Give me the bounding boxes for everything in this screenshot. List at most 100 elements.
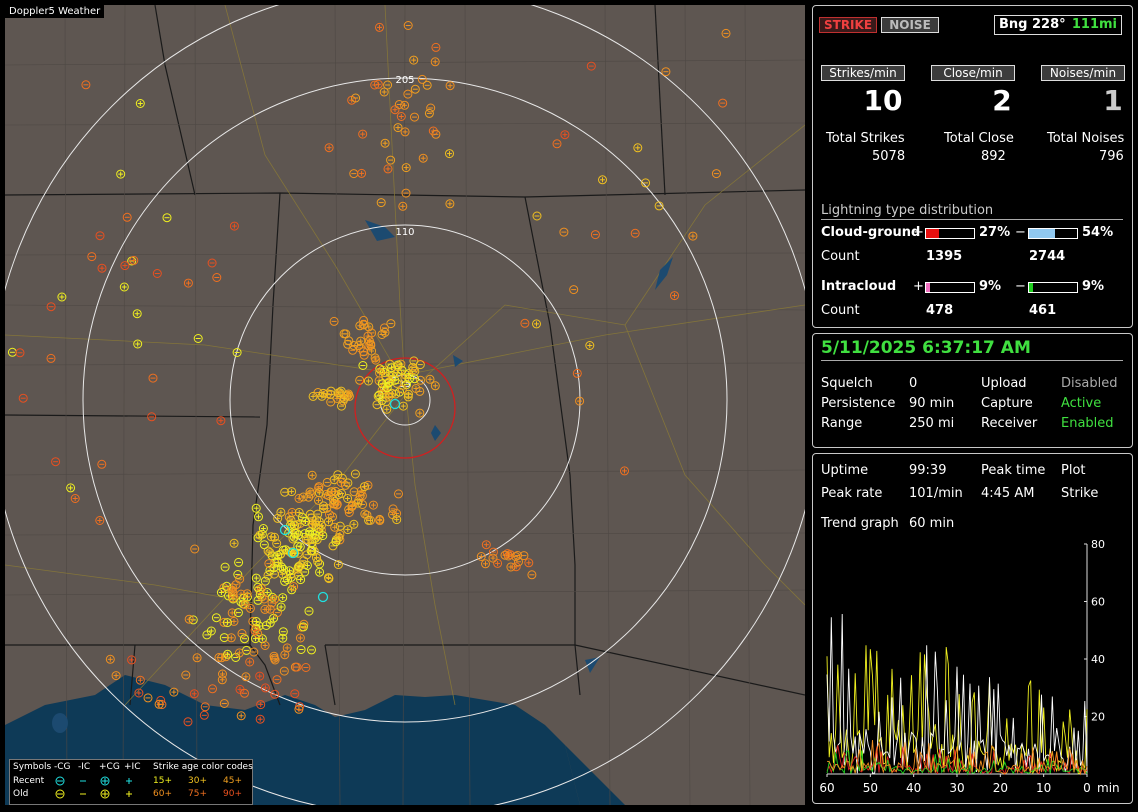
strike-marker [560,130,570,140]
strike-marker [218,669,227,679]
strike-marker [253,595,263,605]
strike-marker [397,384,407,394]
strike-marker [265,548,275,558]
strike-marker [294,561,304,571]
strike-marker [356,336,366,346]
strike-marker [119,282,129,292]
strike-marker [532,319,541,329]
receiver-label: Receiver [981,416,1038,431]
strike-marker [488,553,498,563]
strike-marker [358,361,368,370]
strike-marker [481,540,491,550]
trend-x-tick-label: 60 [819,781,834,795]
strike-marker [95,231,105,241]
noises-min-button[interactable]: Noises/min [1041,65,1125,81]
strike-marker [377,330,387,339]
stats-panel: STRIKE NOISE Bng 228° 111mi Strikes/min … [812,5,1133,328]
strike-mode-button[interactable]: STRIKE [819,17,877,33]
strike-marker [552,139,562,149]
cg-plus-count: 1395 [926,249,963,264]
strike-marker [318,531,328,541]
strike-marker [46,353,56,363]
ic-minus-bar [1028,282,1078,293]
strike-marker [410,112,419,122]
strike-marker [370,80,380,90]
strike-marker [266,532,276,542]
plot-label: Plot [1061,463,1086,478]
total-noises-value: 796 [1099,149,1124,164]
lightning-map[interactable]: 205 110 15 [5,5,805,805]
strike-marker [400,373,410,383]
strike-marker [366,339,376,349]
strike-marker [240,634,249,644]
legend-age-45: 45+ [223,776,242,786]
strike-marker [233,608,243,618]
plot-value[interactable]: Strike [1061,486,1099,501]
strike-marker [422,80,432,90]
trend-y-tick-label: 60 [1091,596,1105,609]
strike-marker [430,57,440,67]
distribution-divider [821,219,1123,220]
strike-marker [206,626,216,636]
strike-marker [322,477,332,487]
strike-marker [425,374,435,384]
strike-marker [148,373,158,383]
total-noises-label: Total Noises [1047,131,1125,146]
strike-marker [162,213,172,223]
close-min-value: 2 [992,84,1012,117]
strike-marker [154,699,164,709]
strike-marker [335,390,345,400]
settings-panel: 5/11/2025 6:37:17 AM Squelch 0 Upload Di… [812,333,1133,448]
strike-marker [364,322,374,332]
strike-marker [336,478,346,487]
noise-mode-button[interactable]: NOISE [881,17,939,33]
strike-marker [333,560,343,570]
strike-marker [324,574,334,584]
strike-marker [403,21,413,30]
strike-marker [294,704,304,714]
strike-marker [308,391,318,401]
strike-marker [513,551,523,560]
strike-marker [57,292,67,302]
squelch-label: Squelch [821,376,873,391]
close-min-button[interactable]: Close/min [931,65,1015,81]
strike-marker [410,374,419,384]
strikes-min-button[interactable]: Strikes/min [821,65,905,81]
strike-marker [359,319,369,329]
strike-marker [280,576,290,586]
trend-y-tick-label: 80 [1091,538,1105,551]
strike-marker [256,584,266,593]
capture-label: Capture [981,396,1033,411]
range-value: 250 mi [909,416,955,431]
strike-marker [384,391,394,401]
strike-marker [253,629,263,639]
trend-x-tick-label: 20 [993,781,1008,795]
strikes-min-value: 10 [863,84,903,117]
strike-marker [219,699,229,708]
strike-marker [335,521,345,531]
strike-marker [296,645,306,654]
strike-marker [276,602,286,612]
persistence-value: 90 min [909,396,955,411]
strike-marker [380,327,390,337]
strike-marker [226,633,236,643]
strike-marker [417,74,427,84]
strike-marker [299,556,309,566]
cg-minus-percent: 54% [1082,225,1114,240]
legend-age-60: 60+ [153,789,172,799]
strike-marker [189,689,199,699]
strike-marker [376,198,386,208]
cg-plus-bar [925,228,975,239]
strike-marker [318,388,328,398]
strike-marker [319,501,328,511]
strike-marker [253,582,263,592]
strike-marker [15,348,25,358]
strike-marker [426,103,436,113]
strike-marker [374,390,384,400]
strike-marker [377,379,387,389]
cg-minus-sign: − [1015,225,1026,240]
cg-minus-bar [1028,228,1078,239]
strike-marker [388,504,398,514]
strike-marker [301,663,311,672]
strike-marker [270,594,280,604]
